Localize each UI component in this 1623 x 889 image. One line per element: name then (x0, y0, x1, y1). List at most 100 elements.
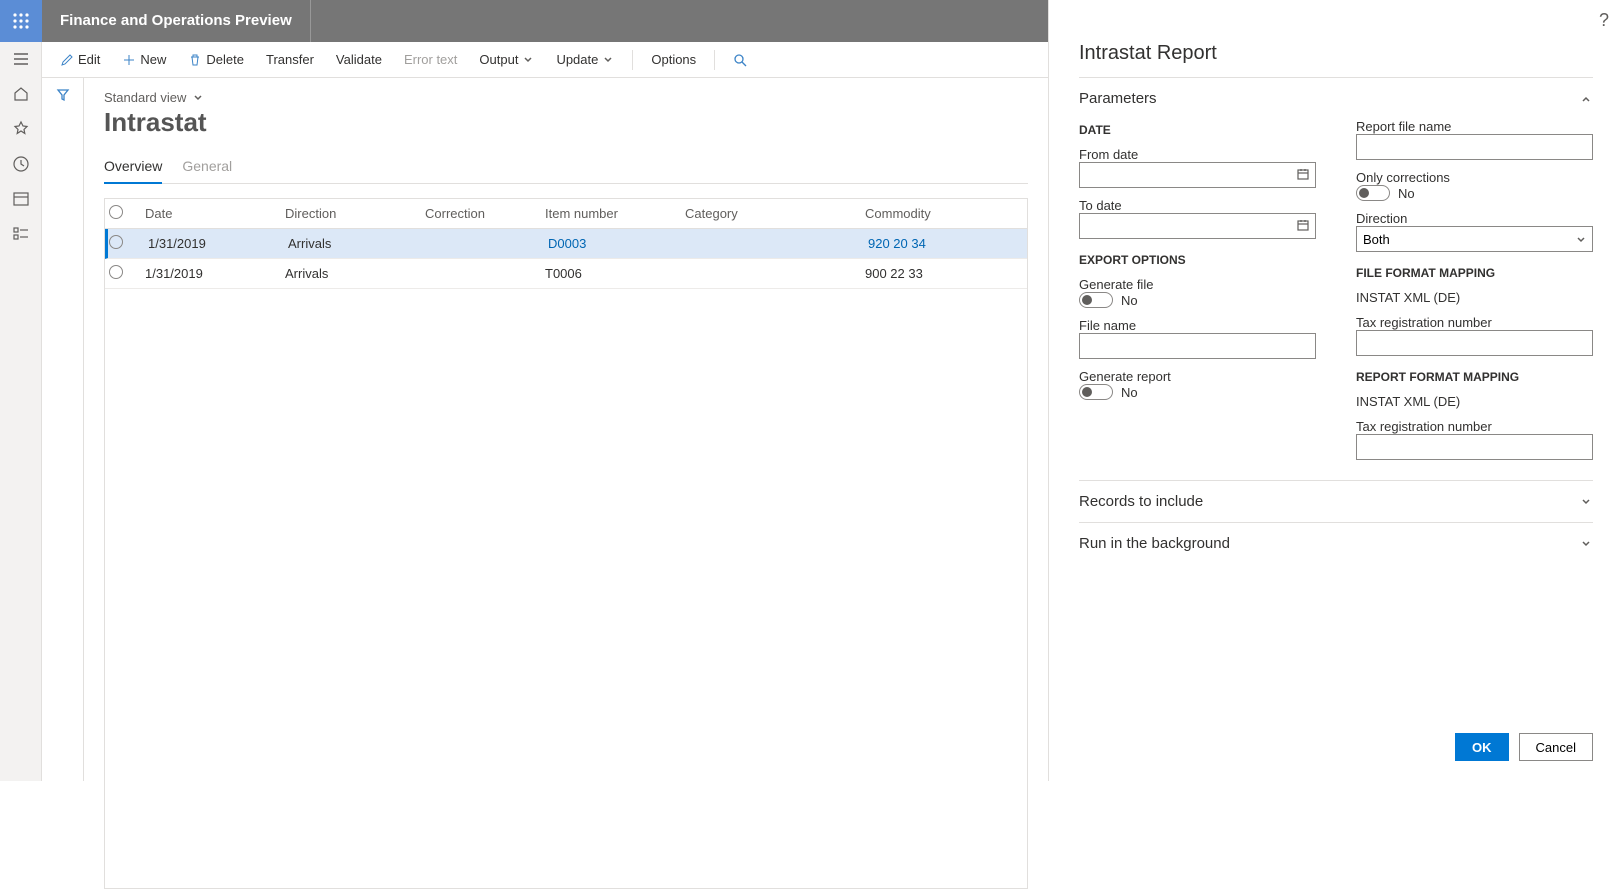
chevron-up-icon (1579, 92, 1593, 106)
col-correction[interactable]: Correction (421, 206, 541, 221)
file-name-input[interactable] (1079, 333, 1316, 359)
chevron-down-icon (602, 54, 614, 66)
help-button[interactable]: ? (1599, 10, 1609, 31)
row-selector[interactable] (108, 235, 144, 252)
grid-header: Date Direction Correction Item number Ca… (105, 199, 1027, 229)
edit-button[interactable]: Edit (52, 48, 108, 71)
col-commodity[interactable]: Commodity (861, 206, 1027, 221)
cell-direction: Arrivals (284, 236, 424, 251)
group-file-format: FILE FORMAT MAPPING (1356, 266, 1593, 280)
trash-icon (188, 53, 202, 67)
chevron-down-icon (1579, 537, 1593, 551)
generate-report-toggle[interactable] (1079, 384, 1113, 400)
view-name: Standard view (104, 90, 186, 105)
filter-pane (42, 78, 84, 781)
section-parameters-header[interactable]: Parameters (1079, 77, 1593, 119)
generate-file-value: No (1121, 293, 1138, 308)
app-title: Finance and Operations Preview (42, 0, 311, 42)
edit-label: Edit (78, 52, 100, 67)
favorites-icon[interactable] (12, 120, 30, 141)
output-dropdown[interactable]: Output (471, 48, 542, 71)
label-direction: Direction (1356, 211, 1593, 226)
left-nav-rail (0, 42, 42, 781)
separator (632, 50, 633, 70)
pencil-icon (60, 53, 74, 67)
chevron-down-icon (522, 54, 534, 66)
page-title: Intrastat (104, 107, 1028, 138)
tab-overview[interactable]: Overview (104, 152, 162, 184)
panel-body: Parameters DATE From date To date (1049, 77, 1623, 721)
tax-reg-report-input[interactable] (1356, 434, 1593, 460)
section-parameters-body: DATE From date To date EXPORT OPTIONS (1079, 119, 1593, 480)
search-icon (733, 53, 747, 67)
col-category[interactable]: Category (681, 206, 861, 221)
workspaces-icon[interactable] (12, 190, 30, 211)
label-from-date: From date (1079, 147, 1316, 162)
only-corrections-toggle[interactable] (1356, 185, 1390, 201)
chevron-down-icon (1575, 234, 1587, 246)
update-dropdown[interactable]: Update (548, 48, 622, 71)
ok-button[interactable]: OK (1455, 733, 1509, 761)
only-corrections-value: No (1398, 186, 1415, 201)
new-label: New (140, 52, 166, 67)
delete-label: Delete (206, 52, 244, 67)
calendar-icon[interactable] (1296, 218, 1310, 235)
main-content: Standard view Intrastat Overview General… (84, 78, 1048, 781)
transfer-button[interactable]: Transfer (258, 48, 322, 71)
cell-commodity[interactable]: 900 22 33 (861, 266, 1027, 281)
dialog-panel: ? Intrastat Report Parameters DATE From … (1048, 0, 1623, 781)
col-item-number[interactable]: Item number (541, 206, 681, 221)
cell-date: 1/31/2019 (141, 266, 281, 281)
tax-reg-file-input[interactable] (1356, 330, 1593, 356)
generate-file-toggle[interactable] (1079, 292, 1113, 308)
row-selector[interactable] (105, 265, 141, 282)
validate-button[interactable]: Validate (328, 48, 390, 71)
label-generate-file: Generate file (1079, 277, 1316, 292)
direction-select[interactable] (1356, 226, 1593, 252)
generate-report-value: No (1121, 385, 1138, 400)
cell-date: 1/31/2019 (144, 236, 284, 251)
options-button[interactable]: Options (643, 48, 704, 71)
modules-icon[interactable] (12, 225, 30, 246)
hamburger-icon[interactable] (12, 50, 30, 71)
delete-button[interactable]: Delete (180, 48, 252, 71)
from-date-input[interactable] (1079, 162, 1316, 188)
section-records-header[interactable]: Records to include (1079, 480, 1593, 522)
label-only-corrections: Only corrections (1356, 170, 1593, 185)
parameters-right-column: Report file name Only corrections No Dir… (1356, 119, 1593, 460)
filter-icon[interactable] (56, 88, 70, 781)
col-date[interactable]: Date (141, 206, 281, 221)
app-launcher-button[interactable] (0, 0, 42, 42)
label-tax-reg-file: Tax registration number (1356, 315, 1593, 330)
cell-commodity[interactable]: 920 20 34 (864, 236, 1027, 251)
recent-icon[interactable] (12, 155, 30, 176)
report-file-name-input[interactable] (1356, 134, 1593, 160)
waffle-icon (13, 13, 29, 29)
file-format-value: INSTAT XML (DE) (1356, 290, 1593, 305)
group-export: EXPORT OPTIONS (1079, 253, 1316, 267)
label-file-name: File name (1079, 318, 1316, 333)
new-button[interactable]: New (114, 48, 174, 71)
home-icon[interactable] (12, 85, 30, 106)
cancel-button[interactable]: Cancel (1519, 733, 1593, 761)
group-date: DATE (1079, 123, 1316, 137)
grid-scroll-area[interactable] (104, 289, 1028, 889)
chevron-down-icon (192, 92, 204, 104)
search-button[interactable] (725, 49, 755, 71)
data-grid: Date Direction Correction Item number Ca… (104, 198, 1028, 289)
cell-item-number[interactable]: T0006 (541, 266, 681, 281)
col-direction[interactable]: Direction (281, 206, 421, 221)
select-all-column[interactable] (105, 205, 141, 222)
cell-item-number[interactable]: D0003 (544, 236, 684, 251)
view-selector[interactable]: Standard view (104, 90, 1028, 105)
label-generate-report: Generate report (1079, 369, 1316, 384)
table-row[interactable]: 1/31/2019ArrivalsT0006900 22 33 (105, 259, 1027, 289)
section-background-header[interactable]: Run in the background (1079, 522, 1593, 564)
calendar-icon[interactable] (1296, 167, 1310, 184)
label-tax-reg-report: Tax registration number (1356, 419, 1593, 434)
tab-general[interactable]: General (182, 152, 232, 183)
table-row[interactable]: 1/31/2019Arrivals D0003 920 20 34 (105, 229, 1027, 259)
to-date-input[interactable] (1079, 213, 1316, 239)
panel-title: Intrastat Report (1049, 0, 1623, 77)
label-report-file-name: Report file name (1356, 119, 1593, 134)
